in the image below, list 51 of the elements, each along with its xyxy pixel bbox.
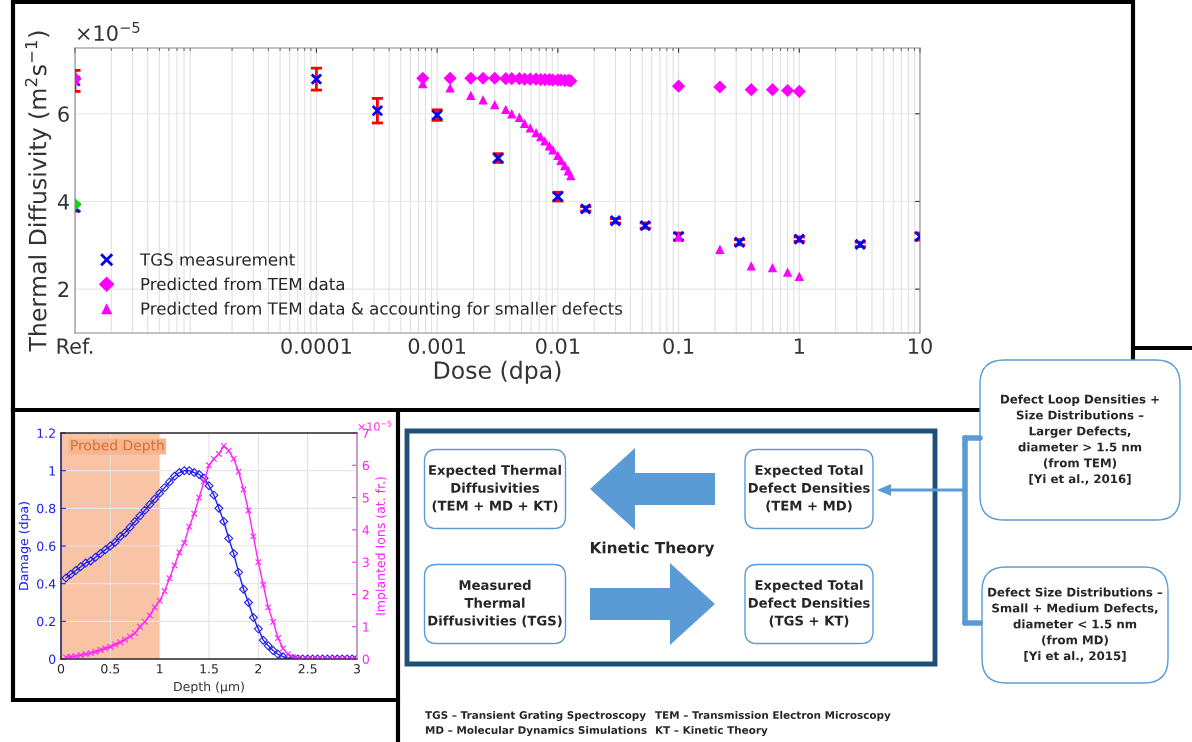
x-tick-label: 3 — [353, 664, 360, 674]
text: MD – Molecular Dynamics Simulations — [425, 725, 647, 737]
y-tick-label: 1.2 — [37, 428, 55, 438]
y-tick-label: 2 — [58, 281, 69, 298]
y-tick-label: 4 — [57, 194, 69, 210]
y2-axis-title: Implanted Ions (at. fr.) — [375, 477, 388, 615]
x-tick-label: 10 — [909, 338, 932, 354]
x-tick-label: 1 — [157, 664, 163, 674]
text: Expected Thermal Diffusivities (TEM + MD + KT) — [429, 464, 561, 513]
x-tick-label: 0.01 — [536, 338, 580, 354]
text: Measured Thermal Diffusivities (TGS) — [428, 579, 562, 628]
x-tick-label: 2 — [255, 664, 262, 674]
y2-tick-label: 3 — [362, 557, 369, 568]
y-tick-label: 6 — [58, 106, 69, 122]
x-axis-title: Depth (μm) — [174, 681, 244, 694]
x-tick-label: 0.1 — [663, 338, 694, 354]
y-tick-label: 1 — [49, 466, 55, 476]
text: Kinetic Theory — [590, 541, 715, 557]
text: ×10$^{−5}$ — [77, 22, 140, 41]
y2-tick-label: 5 — [362, 493, 369, 503]
y-tick-label: 0 — [49, 654, 56, 664]
y-tick-label: 0.6 — [37, 541, 56, 551]
x-axis-title: Dose (dpa) — [434, 360, 561, 384]
y-axis-title: Damage (dpa) — [18, 502, 31, 590]
x-tick-label: 1.5 — [200, 664, 218, 674]
legend-label: TGS measurement — [139, 253, 295, 266]
y2-tick-label: 1 — [363, 622, 369, 632]
y-tick-label: 0.4 — [37, 579, 56, 589]
y-tick-label: 0.2 — [37, 616, 55, 627]
y2-tick-label: 6 — [362, 460, 370, 471]
y2-tick-label: 2 — [362, 589, 369, 600]
x-tick-label: 0.5 — [101, 664, 120, 674]
x-tick-label: 0.001 — [408, 338, 466, 354]
text: Expected Total Defect Densities (TGS + KT) — [748, 579, 870, 628]
x-tick-label: 0.0001 — [281, 338, 351, 354]
y2-tick-label: 0 — [362, 654, 369, 664]
band-label: Probed Depth — [71, 439, 164, 454]
legend-label: Predicted from TEM data — [141, 277, 345, 291]
text: Defect Loop Densities + Size Distributions – Larger Defects, diameter > 1.5 nm (from TEM) [Yi et al., 2016] — [1001, 394, 1159, 485]
text: Defect Size Distributions – Small + Medium Defects, diameter < 1.5 nm (from MD) [Yi et al., 2015] — [988, 587, 1163, 662]
text: KT – Kinetic Theory — [655, 725, 768, 737]
y-tick-label: 0.8 — [37, 503, 56, 514]
y-axis-title: Thermal Diffusivity (m$^{2}$s$^{−1}$) — [24, 31, 52, 352]
x-tick-label: 1 — [794, 338, 804, 354]
text: TEM – Transmission Electron Microscopy — [655, 710, 891, 722]
y2-tick-label: 4 — [362, 525, 370, 535]
legend-label: Predicted from TEM data & accounting for smaller defects — [141, 301, 623, 318]
text: Expected Total Defect Densities (TEM + MD) — [748, 464, 870, 513]
x-tick-label: Ref. — [57, 337, 93, 354]
x-tick-label: 2.5 — [298, 664, 317, 674]
text: TGS – Transient Grating Spectroscopy — [425, 710, 646, 722]
